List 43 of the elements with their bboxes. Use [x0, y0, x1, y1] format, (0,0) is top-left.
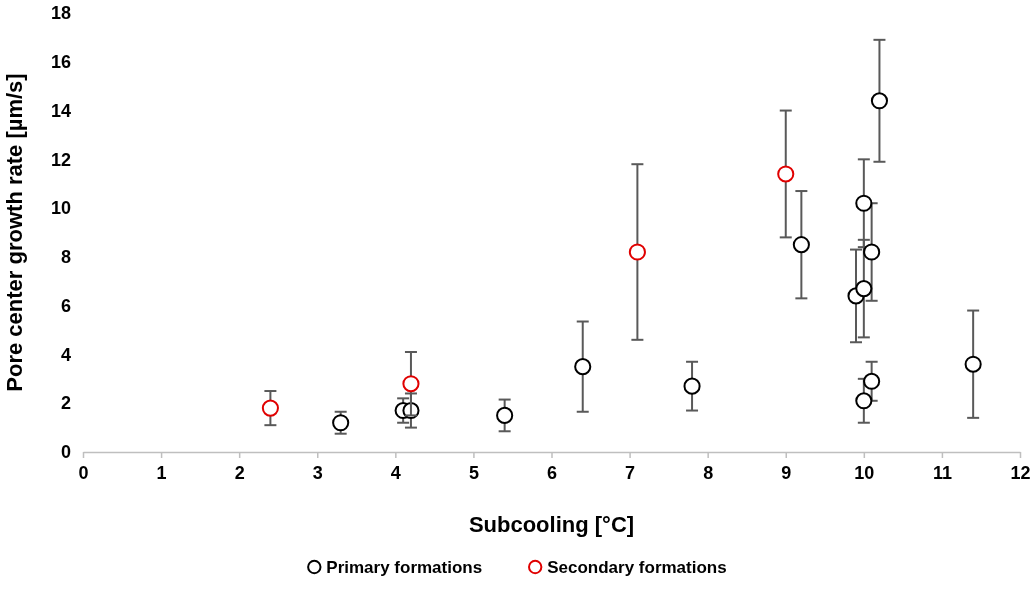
point — [855, 392, 873, 410]
point — [855, 280, 873, 298]
x-tick-label: 11 — [932, 462, 952, 483]
y-tick-label: 10 — [50, 198, 71, 219]
x-tick-label: 12 — [1010, 462, 1031, 483]
y-tick-label: 12 — [50, 149, 71, 170]
y-tick-label: 2 — [60, 393, 71, 414]
x-tick-label: 4 — [390, 462, 401, 483]
point — [496, 406, 514, 424]
x-tick-label: 3 — [312, 462, 323, 483]
point — [870, 92, 889, 110]
y-tick-label: 14 — [50, 100, 71, 121]
y-tick-label: 0 — [60, 442, 71, 463]
x-tick-label: 2 — [234, 462, 245, 483]
legend-label: Primary formations — [326, 558, 483, 577]
point — [261, 399, 279, 417]
y-tick-label: 16 — [50, 52, 71, 73]
point — [863, 372, 881, 390]
y-tick-label: 18 — [50, 3, 71, 24]
x-tick-label: 6 — [546, 462, 558, 483]
x-tick-label: 8 — [703, 462, 714, 483]
legend-label: Secondary formations — [547, 558, 727, 577]
point — [683, 377, 701, 395]
point — [574, 358, 592, 376]
point — [332, 414, 350, 432]
y-tick-label: 4 — [60, 344, 71, 365]
point — [628, 243, 646, 261]
point — [402, 375, 420, 393]
point — [777, 165, 795, 183]
x-tick-label: 9 — [781, 462, 792, 483]
x-tick-label: 0 — [78, 462, 89, 483]
point — [855, 194, 873, 212]
x-tick-label: 10 — [854, 462, 875, 483]
point — [964, 355, 982, 373]
point — [792, 236, 810, 254]
x-tick-label: 5 — [468, 462, 479, 483]
point — [863, 243, 881, 261]
y-axis-title: Pore center growth rate [µm/s] — [2, 73, 27, 392]
y-tick-label: 8 — [60, 247, 71, 268]
x-tick-label: 7 — [625, 462, 636, 483]
x-tick-label: 1 — [156, 462, 167, 483]
y-tick-label: 6 — [60, 295, 71, 316]
x-axis-title: Subcooling [°C] — [468, 512, 635, 537]
